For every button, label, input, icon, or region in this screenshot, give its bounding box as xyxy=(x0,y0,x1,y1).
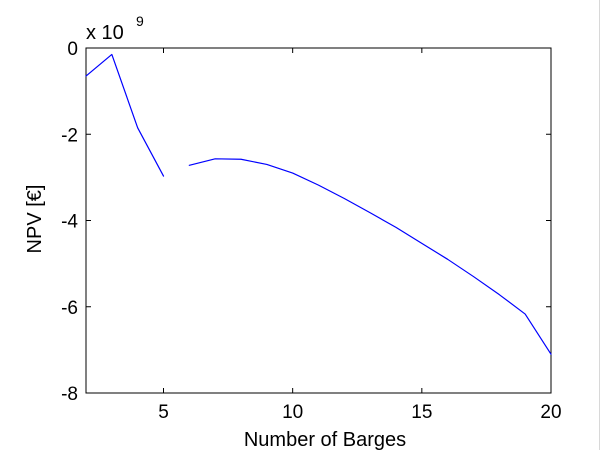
y-axis-label: NPV [€] xyxy=(24,185,46,254)
y-tick-label: -6 xyxy=(61,298,78,319)
y-exponent-base: x 10 xyxy=(86,22,124,44)
x-tick-label: 10 xyxy=(282,402,303,423)
npv-line-segment-1 xyxy=(85,53,165,177)
plot-area xyxy=(85,47,552,394)
plot-frame xyxy=(85,47,552,394)
x-axis-label: Number of Barges xyxy=(244,429,406,450)
x-tick-label: 5 xyxy=(158,402,169,423)
ticks-layer: 5 10 15 20 0 -2 -4 -6 -8 xyxy=(61,39,561,423)
y-tick-label: 0 xyxy=(67,39,78,60)
y-tick-label: -2 xyxy=(61,125,78,146)
y-tick-label: -4 xyxy=(61,212,78,233)
x-tick-label: 20 xyxy=(540,402,561,423)
y-exponent-power: 9 xyxy=(136,13,144,29)
npv-line-segment-2 xyxy=(188,158,552,355)
lines-layer xyxy=(85,53,552,355)
x-tick-label: 15 xyxy=(411,402,432,423)
y-tick-label: -8 xyxy=(61,384,78,405)
